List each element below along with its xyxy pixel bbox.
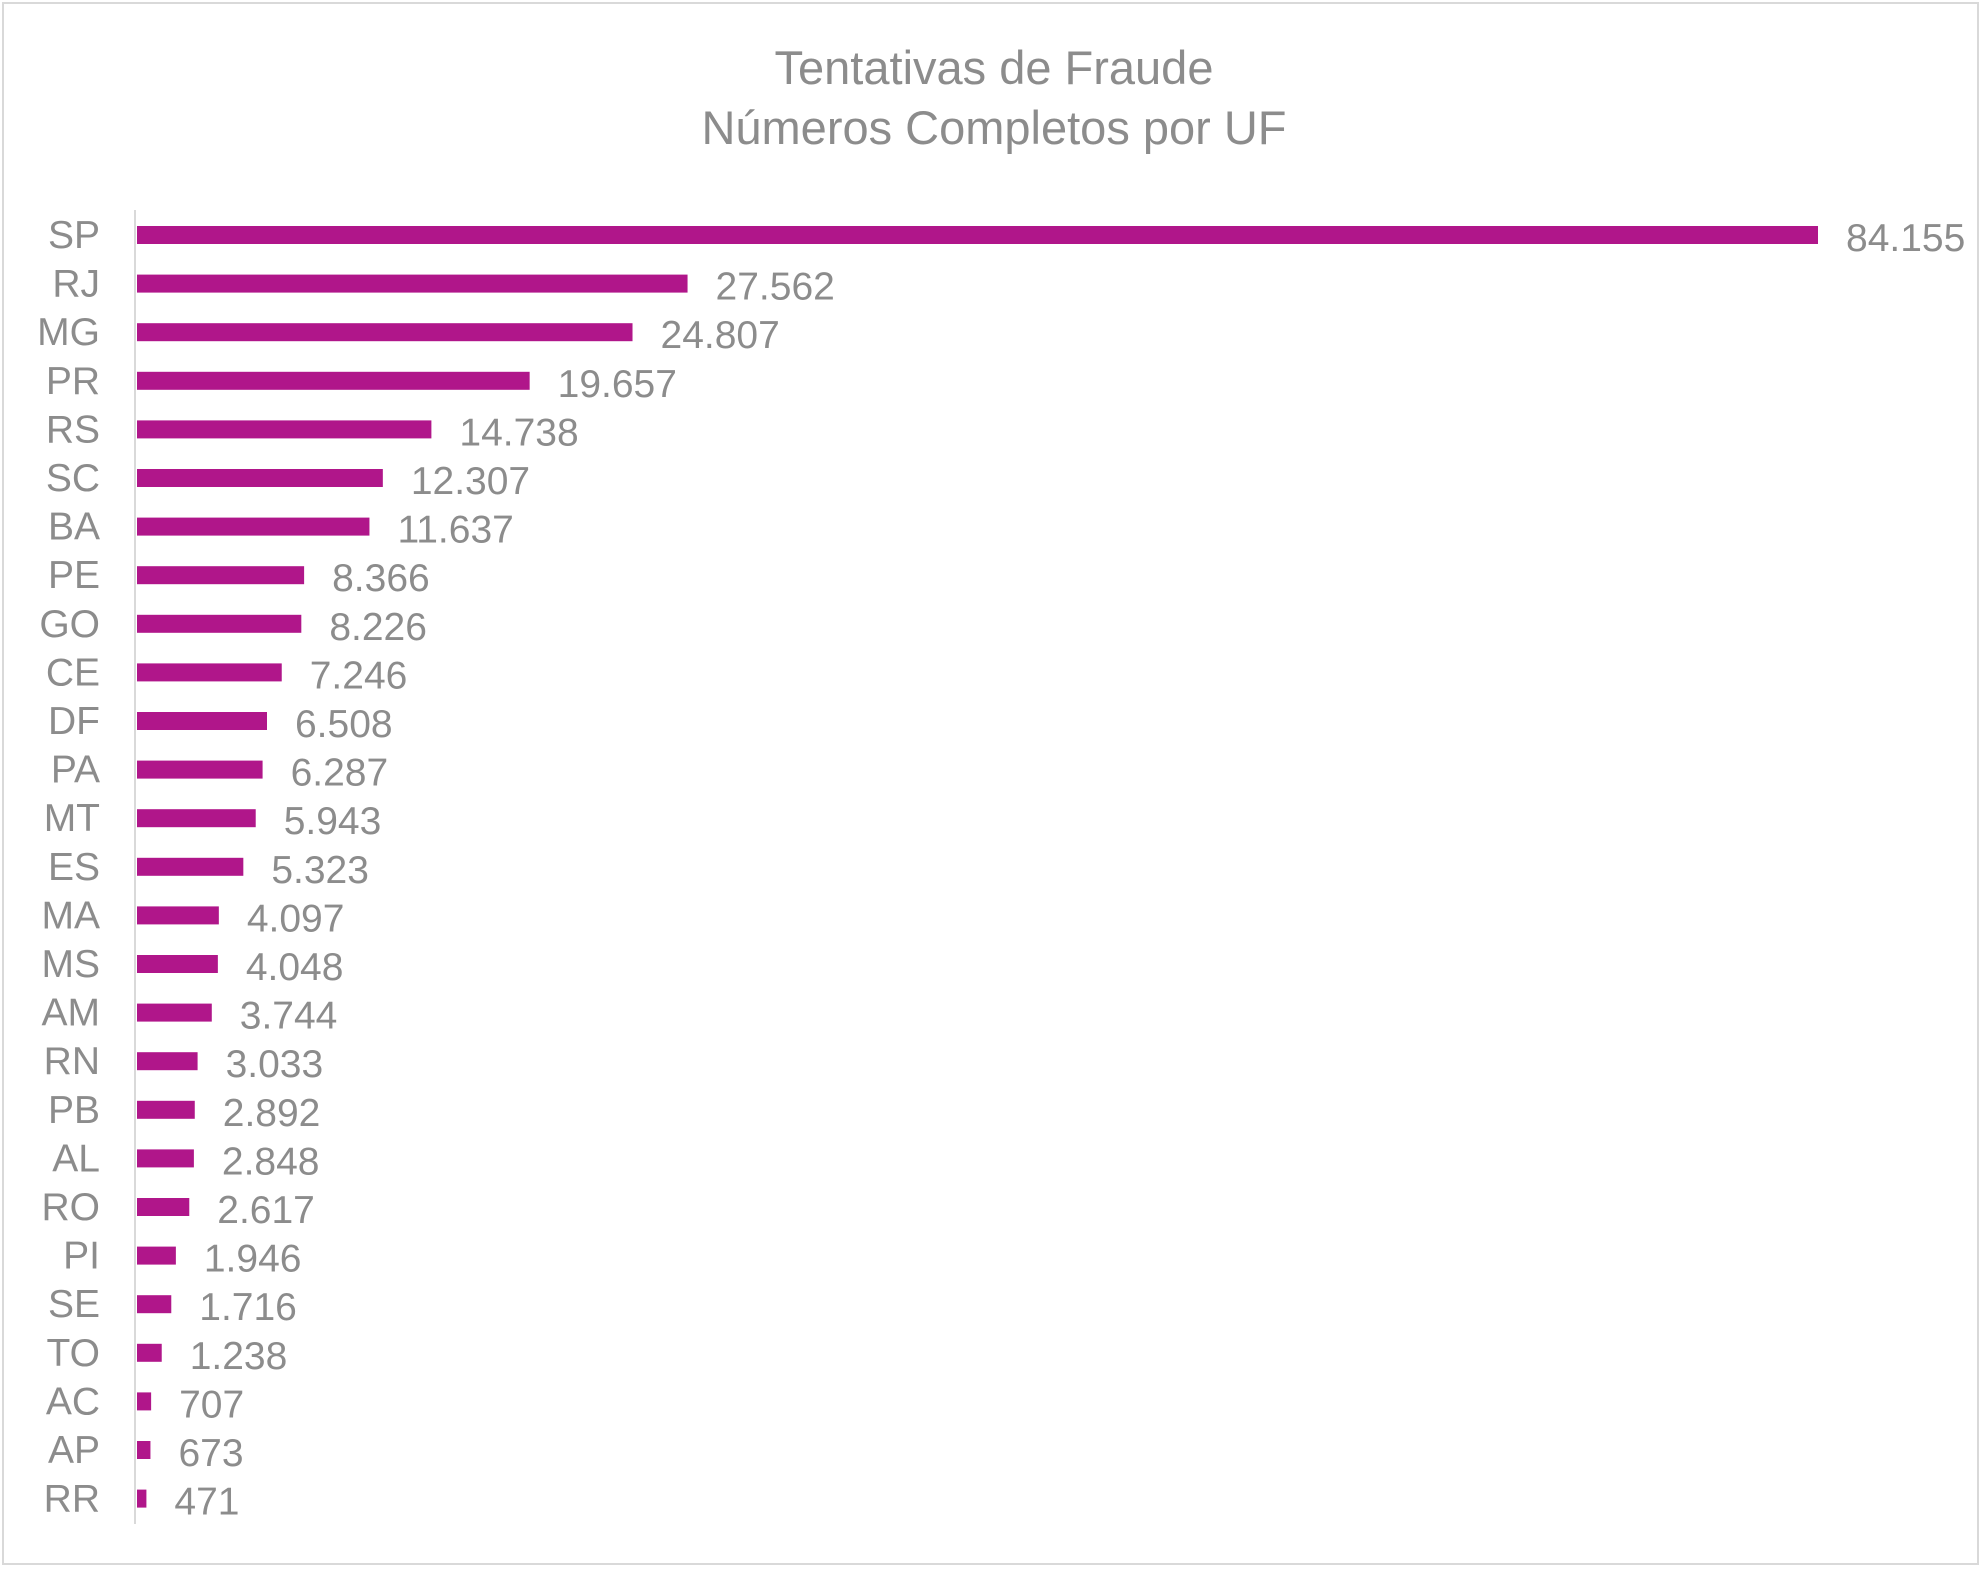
category-label-ro: RO: [42, 1186, 101, 1229]
category-label-mg: MG: [37, 311, 100, 354]
bar-ce: [137, 663, 282, 682]
category-label-ce: CE: [46, 651, 100, 694]
value-label-se: 1.716: [199, 1286, 297, 1329]
value-label-ms: 4.048: [246, 946, 344, 989]
bar-pb: [137, 1100, 195, 1119]
category-label-pi: PI: [63, 1235, 100, 1278]
value-label-pi: 1.946: [204, 1238, 302, 1281]
value-label-ce: 7.246: [310, 654, 408, 697]
value-label-al: 2.848: [222, 1140, 320, 1183]
category-label-to: TO: [47, 1332, 100, 1375]
category-label-mt: MT: [44, 797, 100, 840]
bar-chart: Tentativas de Fraude Números Completos p…: [37, 41, 1965, 1524]
category-label-al: AL: [52, 1137, 100, 1180]
bar-ms: [137, 955, 218, 973]
value-label-df: 6.508: [295, 703, 393, 746]
category-label-go: GO: [39, 603, 100, 646]
value-label-mt: 5.943: [284, 800, 382, 843]
value-label-ma: 4.097: [247, 897, 345, 940]
bar-rj: [137, 274, 688, 293]
bar-mg: [137, 323, 633, 342]
bar-ac: [137, 1392, 152, 1411]
value-label-ac: 707: [179, 1383, 244, 1426]
value-label-pa: 6.287: [291, 752, 389, 795]
value-label-ap: 673: [178, 1432, 243, 1475]
bars-group: SP 84.155 RJ 27.562 MG 24.807 PR 19.657 RS 14.738…: [37, 214, 1965, 1524]
value-label-rr: 471: [174, 1481, 239, 1524]
bar-es: [137, 857, 244, 876]
category-label-ap: AP: [48, 1429, 100, 1472]
bar-pi: [137, 1246, 176, 1265]
value-label-ro: 2.617: [217, 1189, 315, 1232]
bar-rs: [137, 420, 432, 439]
category-label-ac: AC: [46, 1380, 100, 1423]
category-label-sc: SC: [46, 457, 100, 500]
chart-subtitle: Números Completos por UF: [701, 101, 1286, 154]
value-label-go: 8.226: [329, 606, 427, 649]
bar-ma: [137, 906, 219, 925]
category-label-rr: RR: [44, 1478, 100, 1521]
category-label-pe: PE: [48, 554, 100, 597]
category-label-ma: MA: [42, 894, 101, 937]
value-label-rs: 14.738: [459, 411, 578, 454]
bar-to: [137, 1343, 162, 1362]
value-label-rj: 27.562: [716, 266, 835, 309]
value-label-pe: 8.366: [332, 557, 430, 600]
chart-title: Tentativas de Fraude: [775, 41, 1214, 94]
value-label-sp: 84.155: [1846, 217, 1965, 260]
bar-sp: [137, 226, 1818, 244]
bar-rn: [137, 1052, 198, 1071]
category-label-pr: PR: [46, 360, 100, 403]
bar-al: [137, 1149, 194, 1168]
bar-mt: [137, 809, 256, 828]
category-label-es: ES: [48, 846, 100, 889]
category-label-ba: BA: [48, 506, 100, 549]
category-label-rj: RJ: [52, 263, 100, 306]
value-label-sc: 12.307: [411, 460, 530, 503]
bar-am: [137, 1003, 212, 1022]
category-label-am: AM: [42, 992, 101, 1035]
category-label-pb: PB: [48, 1089, 100, 1132]
bar-ba: [137, 517, 370, 536]
value-label-es: 5.323: [271, 849, 369, 892]
value-label-mg: 24.807: [661, 314, 780, 357]
bar-pa: [137, 760, 263, 779]
bar-rr: [137, 1489, 147, 1508]
bar-sc: [137, 469, 383, 487]
bar-ap: [137, 1441, 151, 1459]
bar-pr: [137, 371, 530, 390]
bar-pe: [137, 566, 305, 585]
value-label-pr: 19.657: [558, 363, 677, 406]
category-label-pa: PA: [51, 749, 100, 792]
category-label-sp: SP: [48, 214, 100, 257]
value-label-rn: 3.033: [226, 1043, 324, 1086]
category-label-df: DF: [48, 700, 100, 743]
category-label-rs: RS: [46, 408, 100, 451]
category-label-rn: RN: [44, 1040, 100, 1083]
value-label-am: 3.744: [240, 995, 338, 1038]
bar-se: [137, 1295, 172, 1314]
value-label-ba: 11.637: [397, 509, 513, 552]
bar-ro: [137, 1198, 190, 1216]
value-label-to: 1.238: [190, 1335, 288, 1378]
value-label-pb: 2.892: [223, 1092, 321, 1135]
bar-df: [137, 712, 267, 730]
category-label-se: SE: [48, 1283, 100, 1326]
category-label-ms: MS: [42, 943, 101, 986]
bar-go: [137, 614, 302, 633]
